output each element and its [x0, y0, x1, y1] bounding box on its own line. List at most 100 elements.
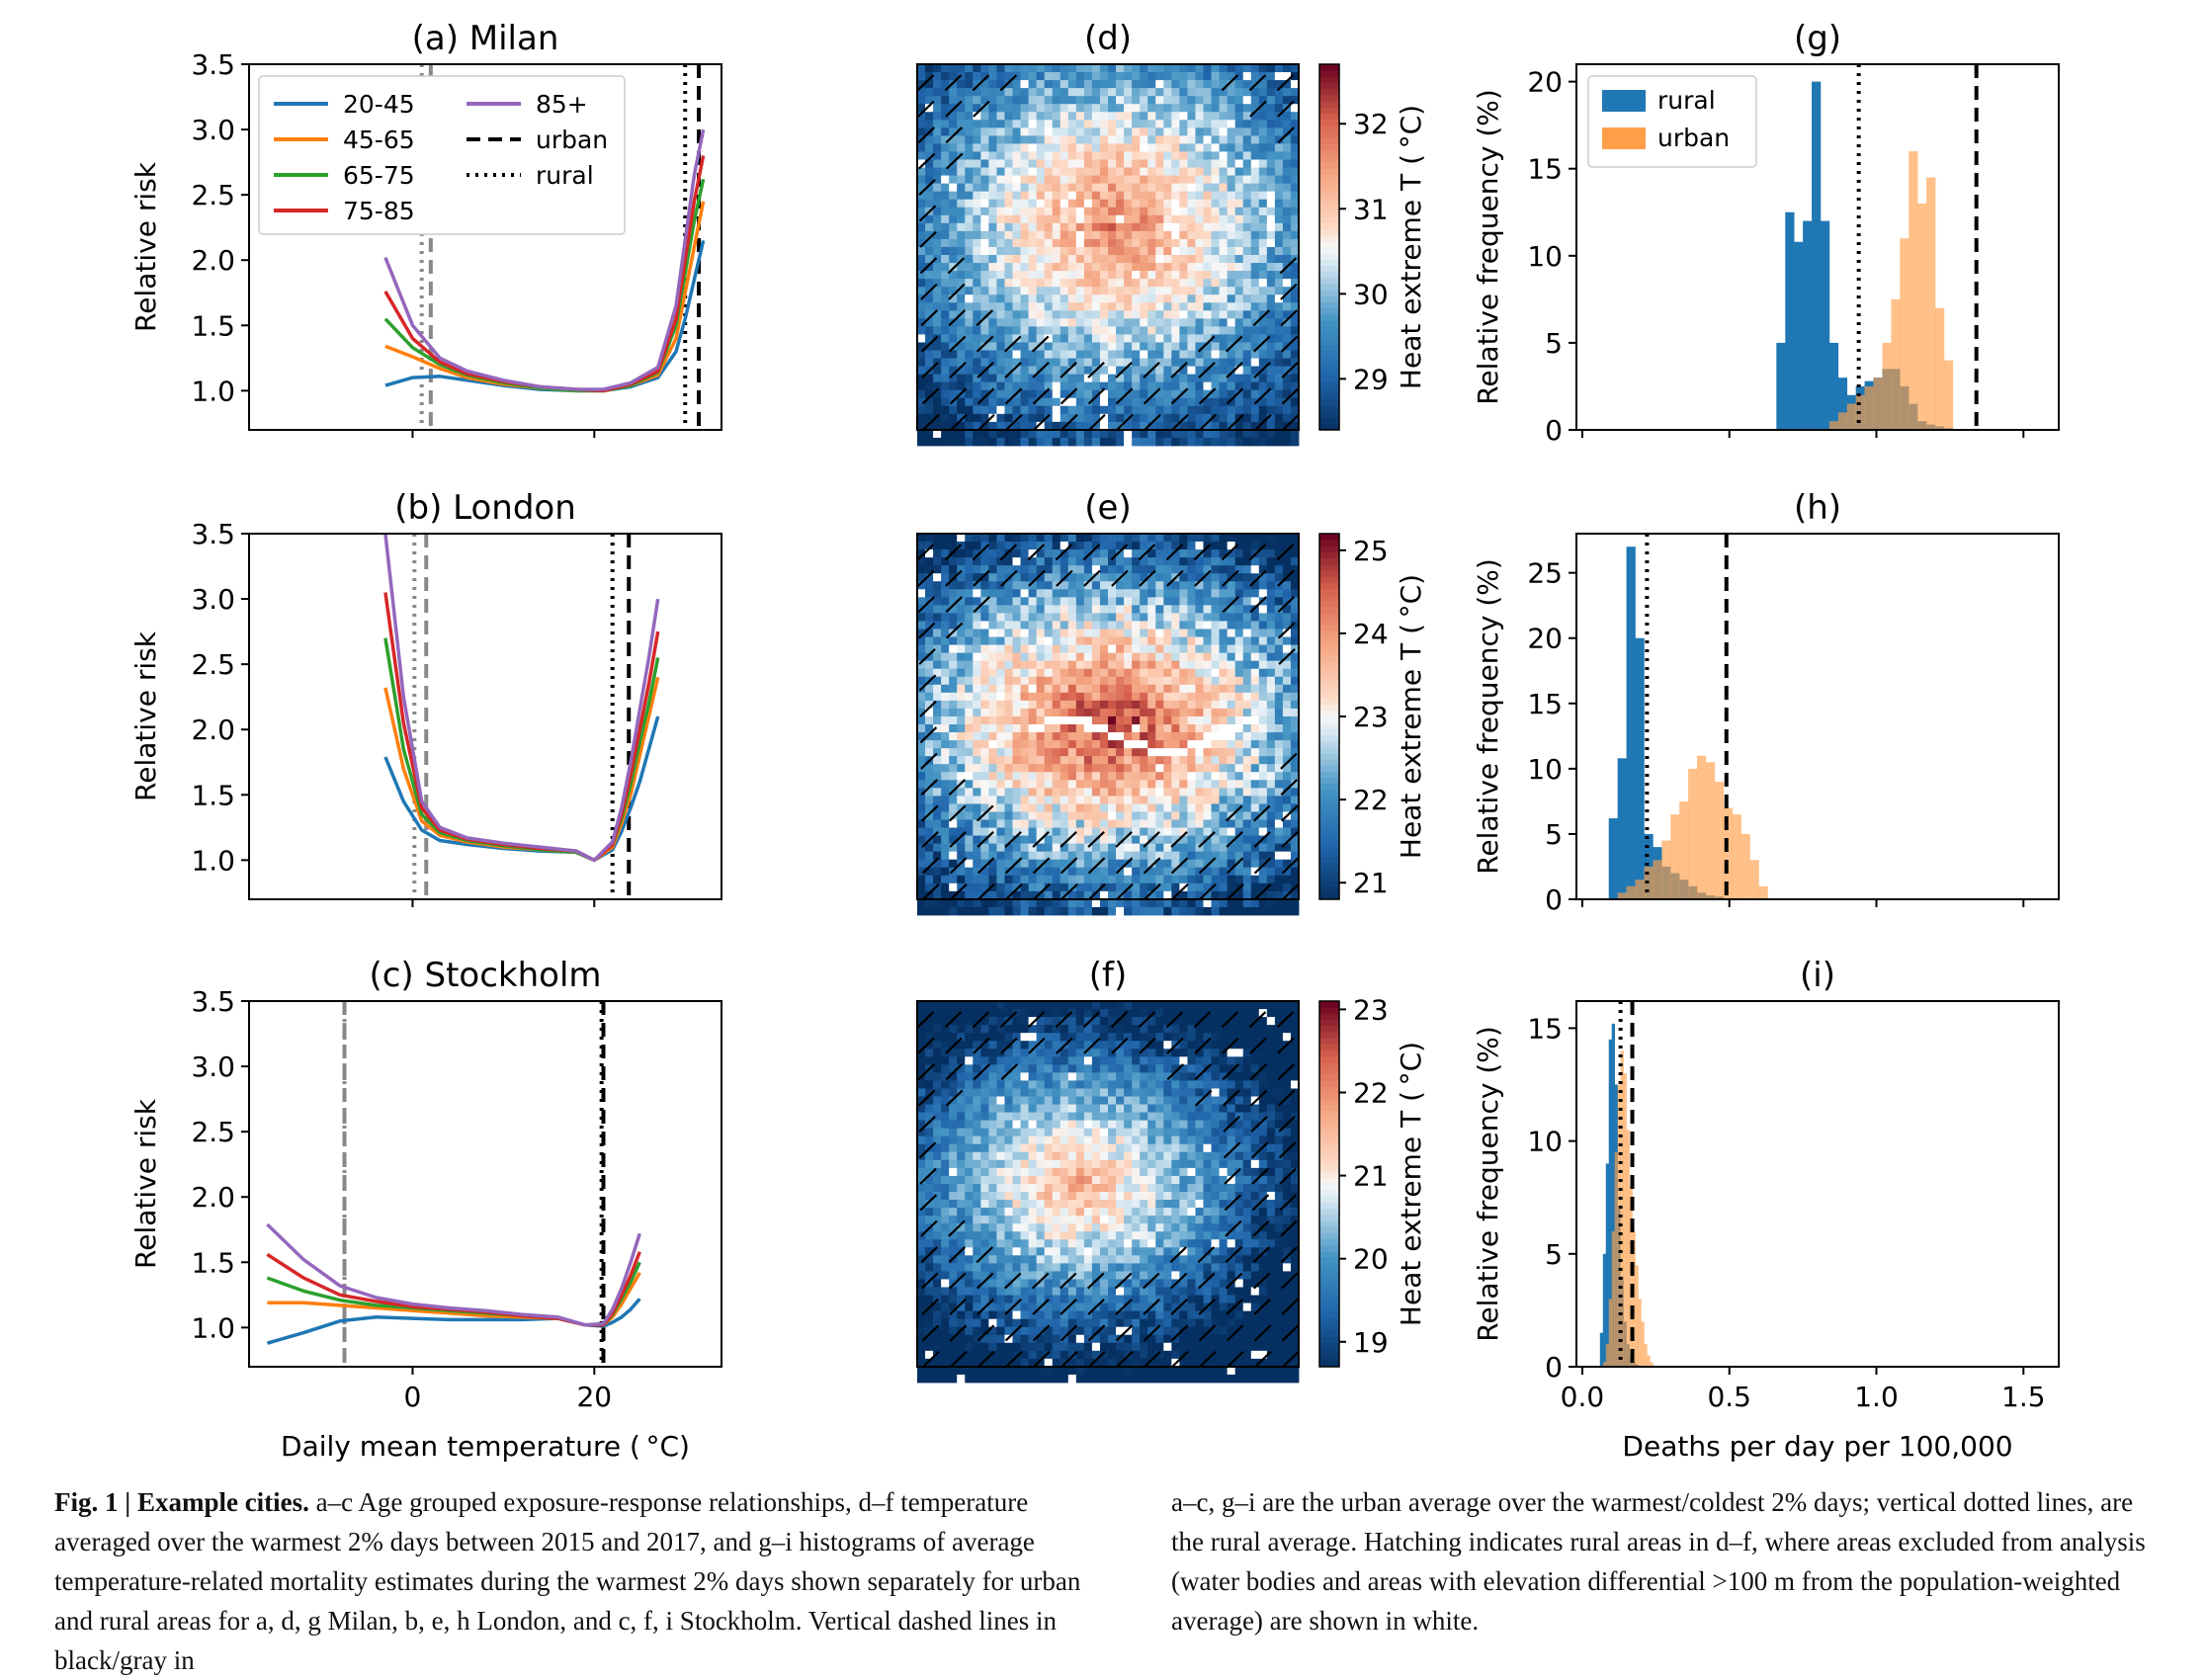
- heatmap-cell: [917, 96, 925, 104]
- heatmap-cell: [1092, 669, 1100, 677]
- heatmap-cell: [1076, 653, 1084, 661]
- heatmap-cell: [933, 239, 941, 247]
- heatmap-cell: [933, 127, 941, 135]
- heatmap-cell: [988, 716, 996, 724]
- heatmap-cell: [1061, 143, 1068, 151]
- heatmap-cell: [1061, 630, 1068, 637]
- heatmap-cell: [1092, 685, 1100, 693]
- heatmap-cell: [1179, 239, 1187, 247]
- heatmap-cell: [1124, 637, 1132, 645]
- heatmap-cell: [1163, 772, 1171, 780]
- heatmap-cell: [1251, 176, 1259, 184]
- heatmap-cell: [1140, 208, 1147, 215]
- heatmap-cell: [1116, 64, 1124, 72]
- heatmap-cell: [1140, 160, 1147, 168]
- heatmap-cell: [1100, 534, 1108, 542]
- heatmap-cell: [1029, 621, 1037, 629]
- heatmap-cell: [949, 637, 957, 645]
- heatmap-cell: [1100, 899, 1108, 907]
- heatmap-cell: [1068, 653, 1076, 661]
- heatmap-cell: [1179, 796, 1187, 803]
- heatmap-cell: [1124, 120, 1132, 127]
- heatmap-cell: [1220, 899, 1228, 907]
- heatmap-cell: [988, 247, 996, 255]
- heatmap-cell: [1100, 310, 1108, 318]
- heatmap-cell: [973, 247, 980, 255]
- heatmap-cell: [1092, 406, 1100, 414]
- heatmap-cell: [1243, 143, 1251, 151]
- heatmap-cell: [1195, 438, 1203, 446]
- heatmap-cell: [1155, 811, 1163, 819]
- heatmap-cell: [965, 127, 973, 135]
- heatmap-cell: [1053, 310, 1061, 318]
- heatmap-cell: [1228, 724, 1235, 732]
- heatmap-cell: [1187, 367, 1195, 375]
- heatmap-cell: [1179, 135, 1187, 143]
- heatmap-cell: [1243, 876, 1251, 883]
- heatmap-cell: [1267, 669, 1275, 677]
- heatmap-cell: [1195, 414, 1203, 422]
- heatmap-cell: [1283, 88, 1291, 96]
- heatmap-cell: [1251, 255, 1259, 263]
- heatmap-cell: [1212, 677, 1220, 685]
- heatmap-cell: [1037, 907, 1045, 915]
- heatmap-cell: [1195, 406, 1203, 414]
- heatmap-cell: [1140, 135, 1147, 143]
- heatmap-cell: [957, 176, 965, 184]
- heatmap-cell: [1171, 438, 1179, 446]
- colorbar-step: [1319, 290, 1339, 296]
- heatmap-cell: [996, 661, 1004, 669]
- heatmap-cell: [1259, 876, 1267, 883]
- heatmap-cell: [941, 756, 949, 764]
- heatmap-cell: [1275, 803, 1283, 811]
- heatmap-cell: [1124, 310, 1132, 318]
- heatmap-cell: [1092, 215, 1100, 223]
- heatmap-cell: [933, 120, 941, 127]
- heatmap-cell: [1147, 613, 1155, 621]
- heatmap-cell: [1243, 326, 1251, 334]
- colorbar-step: [1319, 308, 1339, 315]
- heatmap-cell: [917, 326, 925, 334]
- heatmap-cell: [925, 135, 933, 143]
- heatmap-cell: [957, 685, 965, 693]
- heatmap-cell: [1108, 438, 1116, 446]
- heatmap-cell: [1092, 780, 1100, 788]
- heatmap-cell: [1179, 112, 1187, 120]
- heatmap-cell: [1076, 120, 1084, 127]
- heatmap-cell: [988, 565, 996, 573]
- heatmap-cell: [925, 430, 933, 438]
- heatmap-cell: [1212, 796, 1220, 803]
- heatmap-cell: [1147, 334, 1155, 342]
- heatmap-cell: [1100, 605, 1108, 613]
- heatmap-cell: [957, 351, 965, 359]
- heatmap-cell: [996, 359, 1004, 367]
- heatmap-cell: [1061, 645, 1068, 653]
- heatmap-cell: [1124, 844, 1132, 852]
- colorbar-step: [1319, 199, 1339, 206]
- heatmap-cell: [988, 677, 996, 685]
- heatmap-cell: [1171, 310, 1179, 318]
- heatmap-cell: [1204, 709, 1212, 716]
- heatmap-cell: [1004, 661, 1012, 669]
- heatmap-cell: [1092, 756, 1100, 764]
- y-tick-label: 1.0: [191, 1311, 235, 1344]
- heatmap-cell: [941, 326, 949, 334]
- heatmap-cell: [933, 72, 941, 80]
- heatmap-cell: [1283, 438, 1291, 446]
- heatmap-cell: [1108, 367, 1116, 375]
- heatmap-cell: [1275, 382, 1283, 390]
- heatmap-cell: [1187, 88, 1195, 96]
- heatmap-cell: [1195, 279, 1203, 287]
- colorbar-step: [1319, 162, 1339, 169]
- heatmap-cell: [1220, 359, 1228, 367]
- heatmap-cell: [1084, 359, 1092, 367]
- heatmap-cell: [965, 263, 973, 271]
- heatmap-cell: [949, 88, 957, 96]
- heatmap-cell: [1092, 184, 1100, 192]
- heatmap-cell: [1251, 302, 1259, 310]
- heatmap-cell: [973, 820, 980, 828]
- heatmap-cell: [1004, 788, 1012, 796]
- heatmap-cell: [1132, 803, 1140, 811]
- heatmap-cell: [996, 803, 1004, 811]
- heatmap-cell: [996, 605, 1004, 613]
